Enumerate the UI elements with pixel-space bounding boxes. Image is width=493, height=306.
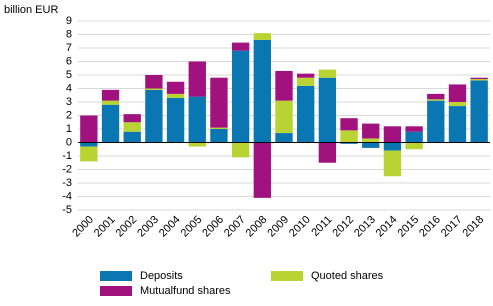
bar-segment [253,39,271,143]
bar-segment [448,106,467,143]
x-tick-label: 2013 [352,214,378,240]
bar-segment [210,127,228,129]
bar-segment [448,102,467,107]
legend-swatch [100,286,132,296]
x-tick-label: 2003 [135,214,161,240]
x-tick-label: 2006 [200,214,226,240]
bar-segment [166,97,185,143]
bar-segment [362,142,380,148]
legend-label: Quoted shares [311,270,384,282]
bar-segment [362,123,380,139]
x-tick-label: 2014 [374,214,400,240]
bar-segment [145,75,163,89]
x-tick-label: 2017 [439,214,465,240]
bar-segment [188,61,206,97]
y-axis-label: billion EUR [4,4,58,16]
bar-segment [383,150,402,177]
y-tick-label: 0 [66,136,72,148]
y-tick-label: -2 [62,163,72,175]
x-tick-label: 2005 [179,214,205,240]
y-tick-label: 8 [66,28,72,40]
bar-segment [123,131,141,143]
bar-segment [123,114,141,123]
bar-segment [275,133,293,143]
bar-segment [340,130,358,143]
bar-segment [405,126,423,132]
bar-segment [231,142,250,158]
y-tick-label: -3 [62,177,72,189]
bar-segment [297,77,315,86]
bar-segment [123,122,141,132]
bar-segment [231,42,250,51]
y-tick-label: 4 [66,82,72,94]
x-tick-label: 2008 [244,214,270,240]
x-tick-label: 2016 [417,214,443,240]
y-tick-label: 1 [66,123,72,135]
bar-segment [383,142,402,151]
legend-label: Deposits [140,270,183,282]
bar-segment [297,85,315,143]
bar-segment [166,93,185,98]
legend-label: Mutualfund shares [140,285,231,297]
bar-segment [210,77,228,128]
bar-segment [188,142,206,147]
bar-segment [340,118,358,131]
bar-segment [166,81,185,94]
bar-segment [275,70,293,101]
y-tick-label: 6 [66,55,72,67]
bar-segment [145,89,163,143]
x-tick-label: 2002 [114,214,140,240]
bar-segment [253,33,271,40]
bar-segment [427,93,445,100]
bar-segment [80,146,98,162]
y-tick-label: 5 [66,69,72,81]
bar-segment [427,100,445,143]
x-tick-label: 2004 [157,214,183,240]
bar-segment [448,84,467,102]
bar-segment [405,142,423,150]
bar-segment [210,129,228,143]
x-tick-label: 2009 [265,214,291,240]
x-tick-label: 2018 [461,214,487,240]
bar-segment [188,96,206,143]
y-tick-label: -4 [62,190,72,202]
x-tick-label: 2010 [287,214,313,240]
bar-segment [253,142,271,198]
bar-segment [101,89,120,101]
bar-segment [470,80,488,143]
bar-segment [405,131,423,143]
bar-segment [340,142,358,144]
x-tick-label: 2000 [70,214,96,240]
legend-swatch [271,271,303,281]
x-tick-label: 2001 [92,214,118,240]
y-tick-label: 7 [66,42,72,54]
bar-segment [470,79,488,81]
bar-segment [80,142,98,147]
bar-segment [101,100,120,105]
bar-segment [318,77,337,143]
bar-segment [383,126,402,143]
bar-segment [231,50,250,143]
bar-segment [101,104,120,143]
y-tick-label: 2 [66,109,72,121]
legend-swatch [100,271,132,281]
bar-segment [470,77,488,80]
x-tick-label: 2007 [222,214,248,240]
y-tick-label: -1 [62,150,72,162]
bar-segment [297,73,315,78]
x-tick-label: 2012 [330,214,356,240]
x-tick-label: 2011 [309,214,334,239]
y-tick-label: -5 [62,204,72,216]
y-tick-label: 3 [66,96,72,108]
x-tick-label: 2015 [395,214,421,240]
y-tick-label: 9 [66,15,72,27]
bar-segment [318,142,337,163]
bar-segment [427,99,445,101]
bar-segment [318,69,337,78]
bar-segment [145,88,163,90]
bar-segment [275,100,293,134]
bar-segment [362,138,380,143]
bar-segment [80,115,98,143]
